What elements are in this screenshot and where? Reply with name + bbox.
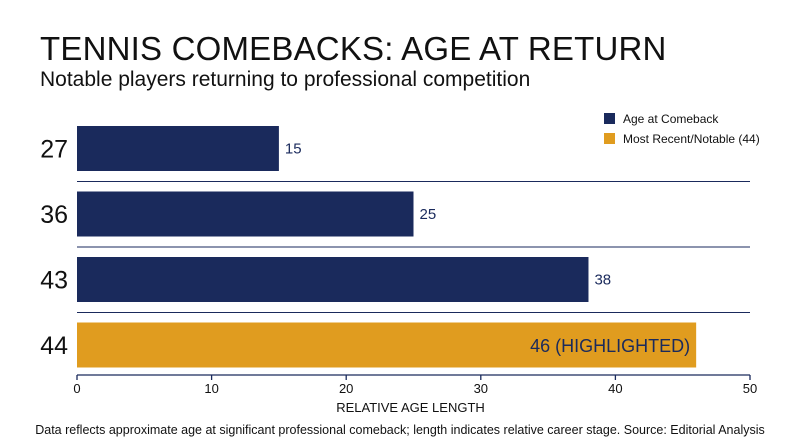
data-label-27: 15 <box>285 141 302 158</box>
data-label-43: 38 <box>594 272 611 289</box>
bar-43 <box>77 257 589 302</box>
legend-swatch-age-at-comeback <box>604 113 615 124</box>
x-tick-label-10: 10 <box>204 381 218 396</box>
data-label-44: 46 (HIGHLIGHTED) <box>530 336 690 356</box>
category-label-27: 27 <box>40 136 68 164</box>
x-tick-label-20: 20 <box>339 381 353 396</box>
x-tick-label-30: 30 <box>474 381 488 396</box>
chart-title: TENNIS COMEBACKS: AGE AT RETURN <box>40 30 667 67</box>
legend: Age at Comeback Most Recent/Notable (44) <box>604 110 760 150</box>
x-tick-label-40: 40 <box>608 381 622 396</box>
category-label-43: 43 <box>40 267 68 295</box>
x-axis-label: RELATIVE AGE LENGTH <box>336 400 485 415</box>
category-label-44: 44 <box>40 332 68 360</box>
x-tick-label-0: 0 <box>73 381 80 396</box>
legend-label-most-recent: Most Recent/Notable (44) <box>623 131 760 146</box>
x-tick-label-50: 50 <box>743 381 757 396</box>
data-label-36: 25 <box>420 206 437 223</box>
chart-subtitle: Notable players returning to professiona… <box>40 68 531 91</box>
legend-swatch-most-recent <box>604 133 615 144</box>
chart-footnote: Data reflects approximate age at signifi… <box>35 423 765 437</box>
bar-27 <box>77 126 279 171</box>
bar-36 <box>77 191 414 237</box>
legend-label-age-at-comeback: Age at Comeback <box>623 111 719 126</box>
legend-item-age-at-comeback: Age at Comeback <box>604 110 760 127</box>
category-label-36: 36 <box>40 201 68 229</box>
bar-44 <box>77 322 697 368</box>
legend-item-most-recent: Most Recent/Notable (44) <box>604 130 760 147</box>
